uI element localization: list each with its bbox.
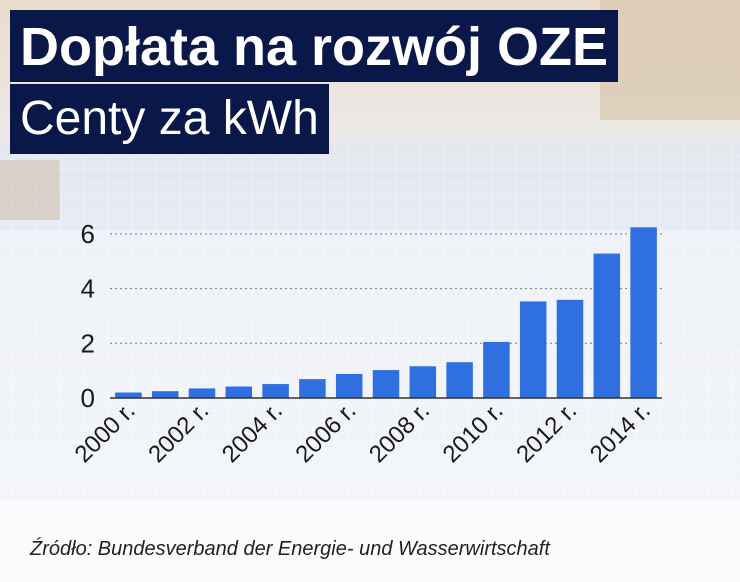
x-tick-label: 2014 r.	[585, 397, 656, 468]
bar	[151, 391, 179, 398]
bar	[446, 362, 473, 398]
x-tick-label: 2002 r.	[143, 397, 214, 468]
bar	[299, 379, 326, 398]
bar	[188, 388, 216, 398]
bars	[115, 227, 657, 398]
y-tick-label: 0	[81, 383, 95, 413]
bar	[409, 366, 437, 398]
bar	[115, 392, 142, 398]
bar	[262, 384, 289, 398]
x-tick-label: 2008 r.	[364, 397, 435, 468]
y-tick-label: 6	[81, 219, 95, 249]
bar	[483, 341, 510, 398]
source-note: Źródło: Bundesverband der Energie- und W…	[30, 538, 550, 560]
x-tick-label: 2006 r.	[290, 397, 361, 468]
x-tick-label: 2010 r.	[438, 397, 509, 468]
bar	[225, 386, 253, 398]
y-axis-ticks: 0 2 4 6	[81, 219, 95, 413]
chart-title: Dopłata na rozwój OZE	[10, 10, 619, 82]
bar	[556, 299, 584, 398]
bar	[519, 301, 547, 398]
x-tick-label: 2004 r.	[217, 397, 288, 468]
bar	[593, 253, 621, 398]
bar	[372, 370, 400, 398]
x-tick-label: 2012 r.	[511, 397, 582, 468]
x-axis-ticks: 2000 r. 2002 r. 2004 r. 2006 r. 2008 r. 2010 …	[70, 397, 656, 468]
y-tick-label: 2	[81, 328, 95, 358]
y-tick-label: 4	[81, 274, 95, 304]
chart-subtitle: Centy za kWh	[10, 84, 329, 154]
bar	[630, 227, 657, 398]
bar	[335, 373, 363, 398]
